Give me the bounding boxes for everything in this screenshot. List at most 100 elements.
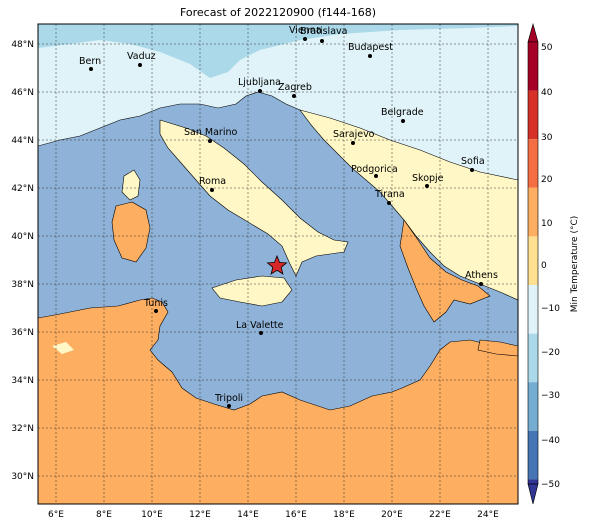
- colorbar-tick-label: −30: [541, 391, 560, 401]
- city-label-ljubljana: Ljubljana: [238, 77, 281, 88]
- city-dot: [138, 63, 142, 67]
- colorbar-tick-label: 30: [541, 133, 553, 143]
- x-tick-label: 14°E: [237, 510, 259, 520]
- colorbar-band: [528, 382, 538, 431]
- x-axis-ticks: 6°E 8°E 10°E 12°E 14°E 16°E 18°E 20°E 22…: [48, 510, 499, 520]
- x-tick-label: 10°E: [141, 510, 163, 520]
- colorbar-band: [528, 285, 538, 334]
- y-tick-label: 44°N: [11, 136, 34, 146]
- y-tick-label: 32°N: [11, 424, 34, 434]
- city-label-athens: Athens: [465, 270, 498, 281]
- colorbar-tick-label: 20: [541, 175, 553, 185]
- y-tick-label: 40°N: [11, 232, 34, 242]
- location-star-marker: [266, 254, 288, 275]
- city-dot: [154, 309, 158, 313]
- city-label-bratislava: Bratislava: [300, 26, 347, 37]
- colorbar-band: [528, 430, 538, 480]
- city-label-san-marino: San Marino: [184, 127, 237, 138]
- colorbar-frame: [527, 41, 539, 485]
- city-dot: [227, 404, 231, 408]
- colorbar-tick-label: 10: [541, 219, 553, 229]
- city-dot: [210, 188, 214, 192]
- map-title: Forecast of 2022120900 (f144-168): [179, 6, 377, 19]
- cold-spot-africa: [52, 342, 74, 354]
- colorbar-band: [528, 90, 538, 140]
- y-tick-label: 46°N: [11, 88, 34, 98]
- colorbar-tick-label: −10: [541, 304, 560, 314]
- city-label-skopje: Skopje: [412, 173, 444, 184]
- y-axis-ticks: 48°N 46°N 44°N 42°N 40°N 38°N 36°N 34°N …: [11, 40, 34, 482]
- colorbar-band: [528, 139, 538, 188]
- gridlines: [38, 24, 518, 504]
- colorbar-tick-label: −50: [541, 480, 560, 490]
- colorbar-band: [528, 187, 538, 237]
- x-tick-label: 12°E: [189, 510, 211, 520]
- y-tick-label: 30°N: [11, 472, 34, 482]
- colorbar-tick-label: −40: [541, 436, 560, 446]
- city-label-vaduz: Vaduz: [127, 51, 156, 62]
- colorbar-tick-label: −20: [541, 348, 560, 358]
- colorbar-band: [528, 479, 538, 484]
- greece-warm-land: [399, 219, 491, 323]
- city-label-tirana: Tirana: [374, 189, 405, 200]
- y-tick-label: 36°N: [11, 328, 34, 338]
- colorbar-tick-label: 50: [541, 43, 553, 53]
- italy-mild-land: [159, 119, 349, 277]
- x-tick-label: 22°E: [429, 510, 451, 520]
- city-label-tunis: Tunis: [143, 298, 168, 309]
- map-frame: [37, 23, 519, 505]
- city-label-belgrade: Belgrade: [381, 107, 424, 118]
- colorbar-band: [528, 236, 538, 285]
- city-label-roma: Roma: [199, 176, 226, 187]
- city-label-bern: Bern: [79, 56, 101, 67]
- colorbar: 50 40 30 20 10 0 −10 −20 −30 −40 −50 Min…: [527, 22, 580, 505]
- colorbar-band: [528, 333, 538, 383]
- alps-colder-band: [38, 24, 518, 78]
- city-dot: [470, 168, 474, 172]
- city-dot: [387, 201, 391, 205]
- city-dot: [259, 331, 263, 335]
- y-tick-label: 48°N: [11, 40, 34, 50]
- city-dot: [401, 119, 405, 123]
- x-tick-label: 20°E: [381, 510, 403, 520]
- map-plot-area: Bern Vaduz Vienna Bratislava Budapest Lj…: [38, 24, 518, 504]
- colorbar-tick-label: 40: [541, 88, 553, 98]
- x-tick-label: 6°E: [48, 510, 64, 520]
- y-tick-label: 34°N: [11, 376, 34, 386]
- x-tick-label: 24°E: [477, 510, 499, 520]
- city-label-budapest: Budapest: [348, 42, 393, 53]
- city-label-sarajevo: Sarajevo: [333, 129, 375, 140]
- city-label-sofia: Sofia: [461, 156, 485, 167]
- city-label-zagreb: Zagreb: [278, 82, 312, 93]
- city-dot: [303, 37, 307, 41]
- sardinia-land: [111, 201, 151, 263]
- city-dot: [258, 89, 262, 93]
- y-tick-label: 42°N: [11, 184, 34, 194]
- city-dot: [374, 174, 378, 178]
- city-label-vienna: Vienna: [289, 25, 322, 36]
- city-dot: [320, 39, 324, 43]
- city-label-la-valette: La Valette: [236, 320, 284, 331]
- north-africa-land: [38, 297, 518, 504]
- city-dot: [425, 184, 429, 188]
- colorbar-bottom-extend: [527, 483, 539, 505]
- colorbar-title: Min Temperature (°C): [570, 216, 580, 313]
- colorbar-band: [528, 42, 538, 91]
- city-dot: [89, 67, 93, 71]
- colorbar-tick-label: 0: [541, 261, 547, 271]
- corsica-land: [121, 169, 141, 201]
- city-dot: [368, 54, 372, 58]
- city-markers: Bern Vaduz Vienna Bratislava Budapest Lj…: [79, 25, 498, 408]
- x-tick-label: 18°E: [333, 510, 355, 520]
- sicily-land: [211, 275, 293, 307]
- city-dot: [208, 139, 212, 143]
- city-label-tripoli: Tripoli: [214, 393, 243, 404]
- city-dot: [479, 282, 483, 286]
- x-tick-label: 16°E: [285, 510, 307, 520]
- x-tick-label: 8°E: [96, 510, 112, 520]
- city-label-podgorica: Podgorica: [351, 164, 398, 175]
- y-tick-label: 38°N: [11, 280, 34, 290]
- city-dot: [292, 94, 296, 98]
- city-dot: [351, 141, 355, 145]
